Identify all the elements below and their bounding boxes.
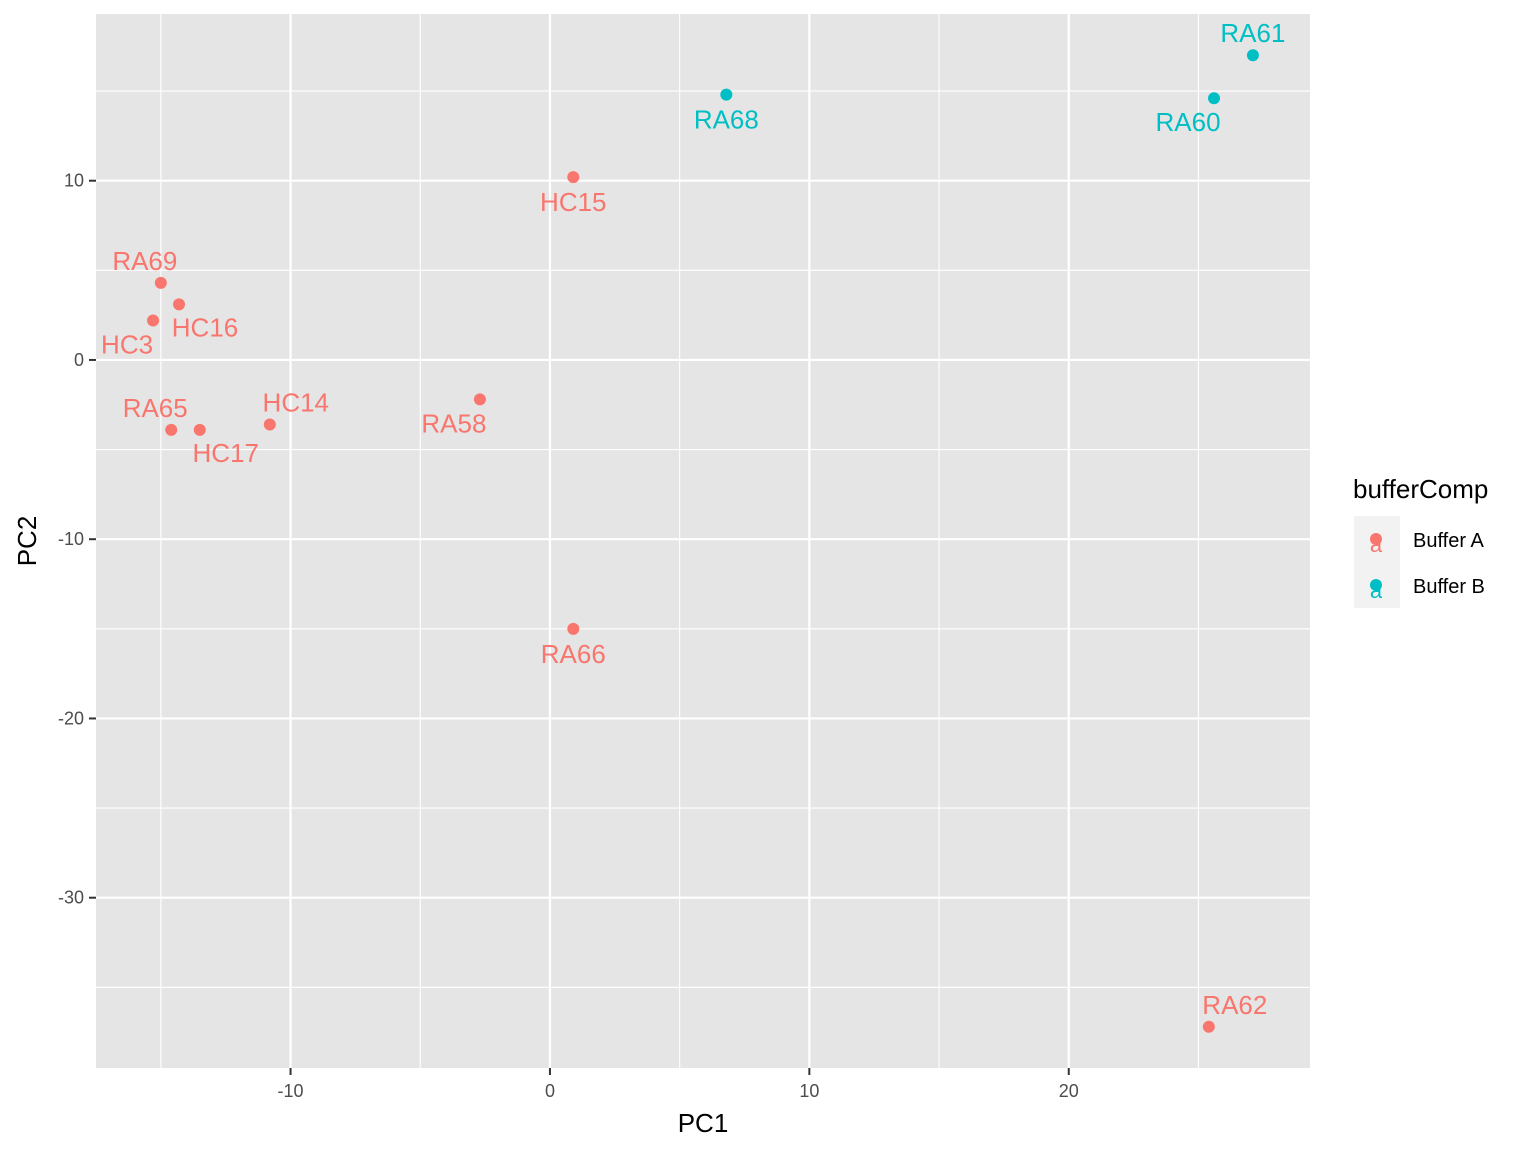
point-label: RA61 <box>1220 18 1285 48</box>
y-tick-label: -30 <box>58 888 84 908</box>
data-points <box>147 49 1259 1033</box>
legend-key-point <box>1370 579 1382 591</box>
axis-ticks: -10 0 10 20 -30 -20 -10 0 10 <box>58 171 1079 1101</box>
y-tick-label: 0 <box>74 350 84 370</box>
y-axis-title: PC2 <box>12 516 42 567</box>
data-point <box>263 418 276 431</box>
point-label: RA69 <box>112 246 177 276</box>
data-point <box>1208 92 1221 105</box>
legend-title: bufferComp <box>1353 474 1488 504</box>
legend-key-glyph: a <box>1370 578 1383 603</box>
data-point <box>567 171 580 184</box>
point-label: RA66 <box>541 639 606 669</box>
data-point <box>193 423 206 436</box>
legend-entry-label: Buffer B <box>1413 576 1485 598</box>
legend: bufferComp a Buffer A a Buffer B <box>1353 474 1488 608</box>
grid-minor <box>96 14 1310 1068</box>
point-label: RA60 <box>1155 107 1220 137</box>
data-point <box>154 276 167 289</box>
point-label: HC16 <box>172 312 238 342</box>
legend-entries: a Buffer A a Buffer B <box>1370 530 1485 603</box>
x-axis-title: PC1 <box>678 1108 729 1138</box>
y-tick-label: -20 <box>58 708 84 728</box>
data-point <box>147 314 160 327</box>
plot-panel <box>96 14 1310 1068</box>
point-label: RA65 <box>123 393 188 423</box>
x-tick-label: 10 <box>799 1081 819 1101</box>
point-label: HC15 <box>540 187 606 217</box>
x-tick-label: 20 <box>1059 1081 1079 1101</box>
y-tick-label: 10 <box>64 171 84 191</box>
data-point <box>1202 1020 1215 1033</box>
data-point <box>165 423 178 436</box>
legend-key-point <box>1370 533 1382 545</box>
legend-key-glyph: a <box>1370 532 1383 557</box>
legend-entry-label: Buffer A <box>1413 530 1484 552</box>
grid-major <box>96 14 1310 1068</box>
point-label: HC3 <box>101 330 153 360</box>
data-point <box>473 393 486 406</box>
y-tick-label: -10 <box>58 529 84 549</box>
x-tick-label: 0 <box>545 1081 555 1101</box>
x-tick-label: -10 <box>278 1081 304 1101</box>
point-label: RA68 <box>694 105 759 135</box>
data-point <box>173 298 186 311</box>
data-point <box>720 88 733 101</box>
legend-key-background <box>1354 516 1400 608</box>
data-point <box>1246 49 1259 62</box>
point-label: HC17 <box>193 438 259 468</box>
point-label: RA58 <box>421 408 486 438</box>
point-label: HC14 <box>263 387 329 417</box>
point-label: RA62 <box>1202 990 1267 1020</box>
data-point <box>567 622 580 635</box>
